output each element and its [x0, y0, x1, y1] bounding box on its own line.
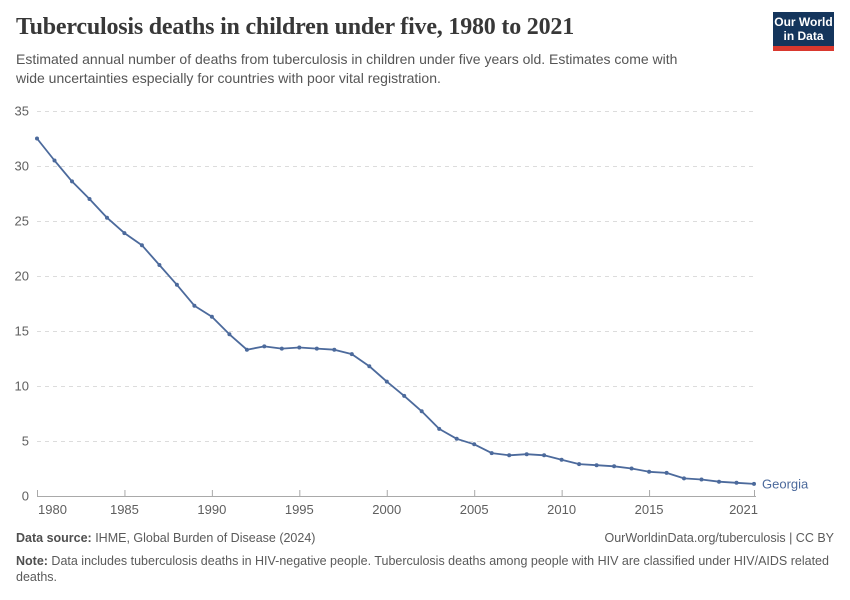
note-label: Note:	[16, 554, 48, 568]
data-point	[367, 364, 372, 369]
data-point	[314, 346, 319, 351]
entity-label: Georgia	[762, 476, 809, 491]
data-source-label: Data source:	[16, 531, 92, 545]
data-point	[647, 469, 652, 474]
data-point	[105, 215, 109, 220]
data-point	[174, 282, 179, 287]
attribution-link[interactable]: OurWorldinData.org/tuberculosis | CC BY	[604, 531, 835, 545]
data-point	[402, 393, 407, 398]
data-point	[157, 263, 162, 267]
data-point	[664, 470, 669, 475]
data-point	[384, 379, 389, 384]
x-tick-label: 2015	[635, 502, 664, 517]
x-tick-label: 1980	[38, 502, 67, 517]
data-point	[192, 303, 197, 308]
data-point	[542, 453, 547, 458]
data-point	[577, 462, 582, 467]
x-tick-label: 2005	[460, 502, 489, 517]
owid-logo-line1: Our World	[774, 15, 833, 29]
y-tick-label: 10	[15, 379, 29, 394]
chart-subtitle-line2: wide uncertainties especially for countr…	[16, 70, 441, 86]
owid-logo[interactable]: Our World in Data	[773, 12, 834, 51]
data-point	[559, 457, 564, 462]
y-tick-label: 25	[15, 214, 29, 229]
data-source: Data source: IHME, Global Burden of Dise…	[16, 530, 315, 546]
line-chart: 0 5 10 15 20 25 30 35 1980 1985 1990 1995 2000 2005 20…	[15, 104, 809, 518]
data-point	[70, 179, 74, 184]
data-point	[752, 481, 756, 486]
data-point	[507, 453, 512, 458]
chart-title: Tuberculosis deaths in children under fi…	[16, 14, 575, 40]
chart-subtitle: Estimated annual number of deaths from t…	[16, 50, 761, 88]
data-point	[262, 344, 267, 349]
data-point	[472, 442, 477, 447]
x-tick-label: 1990	[197, 502, 226, 517]
data-point	[489, 451, 494, 456]
chart-note: Note: Data includes tuberculosis deaths …	[16, 553, 834, 585]
x-tick-label: 2010	[547, 502, 576, 517]
data-point	[279, 346, 284, 351]
data-point	[297, 345, 302, 350]
data-point	[594, 463, 599, 468]
y-tick-label: 15	[15, 324, 29, 339]
data-point	[629, 466, 634, 471]
y-tick-label: 5	[22, 434, 29, 449]
x-tick-label: 2021	[729, 502, 758, 517]
data-source-value: IHME, Global Burden of Disease (2024)	[91, 531, 316, 545]
x-tick-label: 1995	[285, 502, 314, 517]
data-point	[87, 197, 92, 201]
chart-subtitle-line1: Estimated annual number of deaths from t…	[16, 51, 678, 67]
y-tick-label: 20	[15, 269, 29, 284]
data-point	[244, 347, 249, 352]
data-point	[717, 479, 721, 484]
data-point	[52, 158, 57, 163]
x-tick-label: 2000	[372, 502, 401, 517]
note-text: Data includes tuberculosis deaths in HIV…	[16, 554, 829, 584]
plot-area: 0 5 10 15 20 25 30 35 1980 1985 1990 1995 2000 2005 20…	[0, 100, 850, 530]
chart-footer: Data source: IHME, Global Burden of Dise…	[16, 530, 834, 585]
data-point	[349, 352, 354, 357]
data-point	[682, 476, 686, 481]
data-point	[139, 243, 144, 248]
data-point	[699, 477, 704, 482]
trend-line	[36, 137, 755, 485]
data-point	[524, 452, 529, 457]
data-point	[209, 314, 214, 319]
y-tick-label: 30	[15, 159, 29, 174]
data-point	[612, 464, 617, 469]
data-point	[419, 409, 424, 414]
data-point	[122, 231, 127, 236]
chart-header: Tuberculosis deaths in children under fi…	[16, 14, 834, 88]
y-tick-label: 0	[22, 489, 29, 504]
data-point	[437, 426, 442, 431]
data-point	[454, 436, 459, 441]
data-point	[227, 332, 232, 337]
sources-row: Data source: IHME, Global Burden of Dise…	[16, 530, 834, 546]
x-tick-label: 1985	[110, 502, 139, 517]
data-point	[332, 347, 337, 352]
owid-logo-line2: in Data	[783, 29, 824, 43]
y-tick-label: 35	[15, 104, 29, 119]
data-point	[734, 480, 739, 485]
data-point	[35, 136, 39, 141]
